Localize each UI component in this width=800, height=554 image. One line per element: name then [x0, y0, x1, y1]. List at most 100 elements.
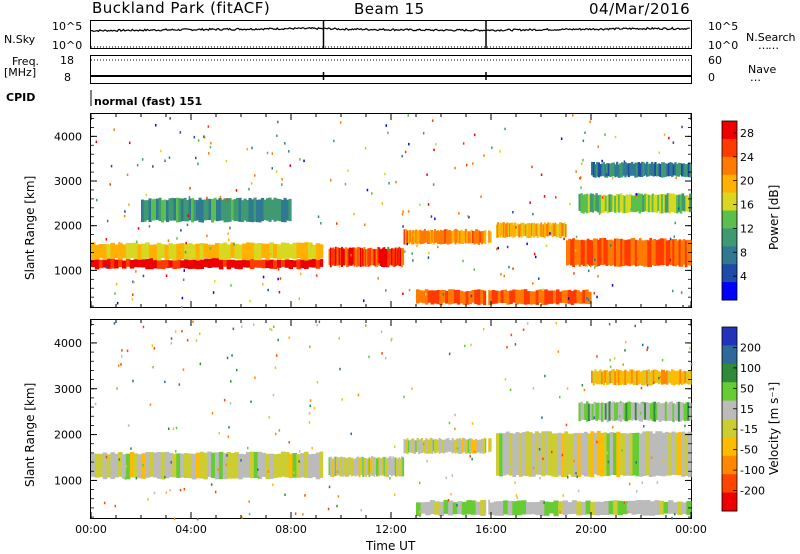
velocity-colorbar-seg-9 [722, 492, 737, 512]
power-cell-0-54 [300, 258, 305, 269]
velocity-speck-73 [642, 343, 644, 347]
velocity-cell-3-22 [567, 433, 572, 475]
power-cell-9-22 [480, 289, 484, 304]
velocity-cell-0-59 [319, 451, 325, 478]
power-speck-67 [526, 242, 528, 246]
power-cell-3-40 [378, 247, 381, 265]
velocity-speck-146 [309, 345, 311, 348]
velocity-cell-4-52 [676, 401, 679, 421]
velocity-cell-5-56 [684, 371, 687, 384]
velocity-speck-116 [471, 457, 473, 461]
velocity-cell-6-55 [668, 500, 674, 514]
power-speck-88 [408, 288, 411, 292]
power-cell-8-28 [637, 162, 640, 177]
velocity-cell-3-7 [518, 432, 523, 477]
power-cell-7-4 [586, 193, 589, 214]
power-speck-223 [545, 244, 548, 248]
power-cell-7-39 [651, 193, 655, 213]
power-cell-6-16 [599, 238, 602, 265]
velocity-colorbar-seg-2 [722, 363, 737, 383]
power-speck-130 [586, 297, 588, 300]
velocity-cell-3-16 [548, 431, 552, 476]
power-cell-5-9 [506, 222, 509, 238]
velocity-speck-62 [470, 343, 472, 347]
velocity-cell-5-10 [607, 371, 610, 385]
velocity-cb-label-0: 200 [740, 341, 761, 354]
power-speck-156 [401, 154, 403, 158]
velocity-speck-224 [110, 456, 112, 459]
power-speck-64 [407, 114, 409, 117]
power-cell-0-29 [203, 258, 208, 268]
power-cell-7-3 [584, 194, 587, 213]
velocity-ytick-label-1: 2000 [54, 429, 82, 442]
power-speck-229 [598, 212, 601, 215]
velocity-cell-6-9 [457, 501, 463, 515]
velocity-speck-44 [236, 368, 238, 372]
velocity-speck-180 [269, 327, 271, 331]
power-speck-123 [385, 289, 387, 292]
power-cell-8-21 [626, 163, 629, 176]
power-speck-18 [402, 225, 404, 228]
velocity-speck-166 [674, 512, 676, 516]
power-cell-1-59 [319, 244, 325, 259]
power-cell-4-29 [445, 229, 448, 245]
power-cell-8-57 [686, 164, 689, 177]
velocity-speck-206 [309, 404, 311, 408]
power-cell-1-1 [94, 244, 100, 260]
velocity-cell-5-32 [644, 370, 647, 386]
velocity-cell-1-30 [366, 458, 368, 476]
power-cell-2-32 [221, 199, 225, 221]
velocity-speck-80 [336, 464, 338, 467]
power-cell-0-58 [315, 258, 321, 269]
power-cell-6-49 [668, 240, 671, 265]
velocity-cell-6-27 [539, 500, 545, 516]
velocity-speck-17 [690, 363, 693, 366]
power-cell-9-40 [532, 291, 537, 305]
velocity-speck-255 [369, 472, 372, 475]
power-cell-7-34 [642, 195, 645, 212]
power-speck-134 [141, 158, 144, 161]
velocity-cell-2-36 [456, 438, 459, 453]
velocity-speck-6 [130, 447, 132, 450]
power-cell-5-38 [540, 222, 543, 237]
velocity-speck-89 [313, 406, 316, 410]
velocity-cell-0-17 [156, 452, 162, 479]
velocity-cell-3-2 [502, 433, 507, 476]
velocity-cell-4-28 [631, 402, 634, 421]
power-speck-235 [601, 196, 604, 199]
velocity-speck-186 [469, 455, 471, 458]
velocity-colorbar-seg-8 [722, 474, 737, 494]
velocity-cell-5-4 [597, 370, 600, 385]
power-cell-5-1 [497, 222, 499, 238]
power-cell-2-53 [273, 197, 277, 222]
power-speck-172 [113, 128, 115, 131]
velocity-speck-140 [561, 453, 564, 457]
power-speck-193 [233, 243, 235, 246]
velocity-cell-1-54 [396, 458, 398, 477]
power-cell-2-50 [266, 198, 270, 221]
velocity-cell-1-7 [337, 457, 340, 476]
power-cell-0-32 [215, 258, 220, 268]
power-speck-113 [251, 146, 253, 150]
power-cell-8-22 [627, 163, 630, 178]
power-cell-7-22 [619, 193, 623, 212]
power-cell-1-25 [187, 243, 193, 261]
velocity-cell-0-30 [207, 451, 212, 477]
velocity-cell-0-47 [273, 454, 278, 478]
velocity-cell-1-9 [339, 456, 342, 477]
power-cell-1-37 [234, 243, 239, 260]
power-speck-160 [412, 234, 415, 237]
power-cell-7-12 [601, 195, 604, 213]
power-cell-4-55 [483, 230, 486, 244]
power-cell-9-39 [529, 291, 534, 305]
power-cell-9-35 [518, 290, 522, 304]
velocity-cell-6-26 [535, 501, 541, 516]
power-cell-6-52 [674, 239, 677, 267]
velocity-cell-2-6 [412, 438, 415, 454]
velocity-cell-4-55 [681, 402, 685, 420]
power-cell-5-28 [528, 223, 531, 238]
velocity-cell-2-9 [416, 437, 419, 452]
power-cell-7-31 [636, 193, 640, 212]
power-cell-0-4 [106, 258, 111, 269]
